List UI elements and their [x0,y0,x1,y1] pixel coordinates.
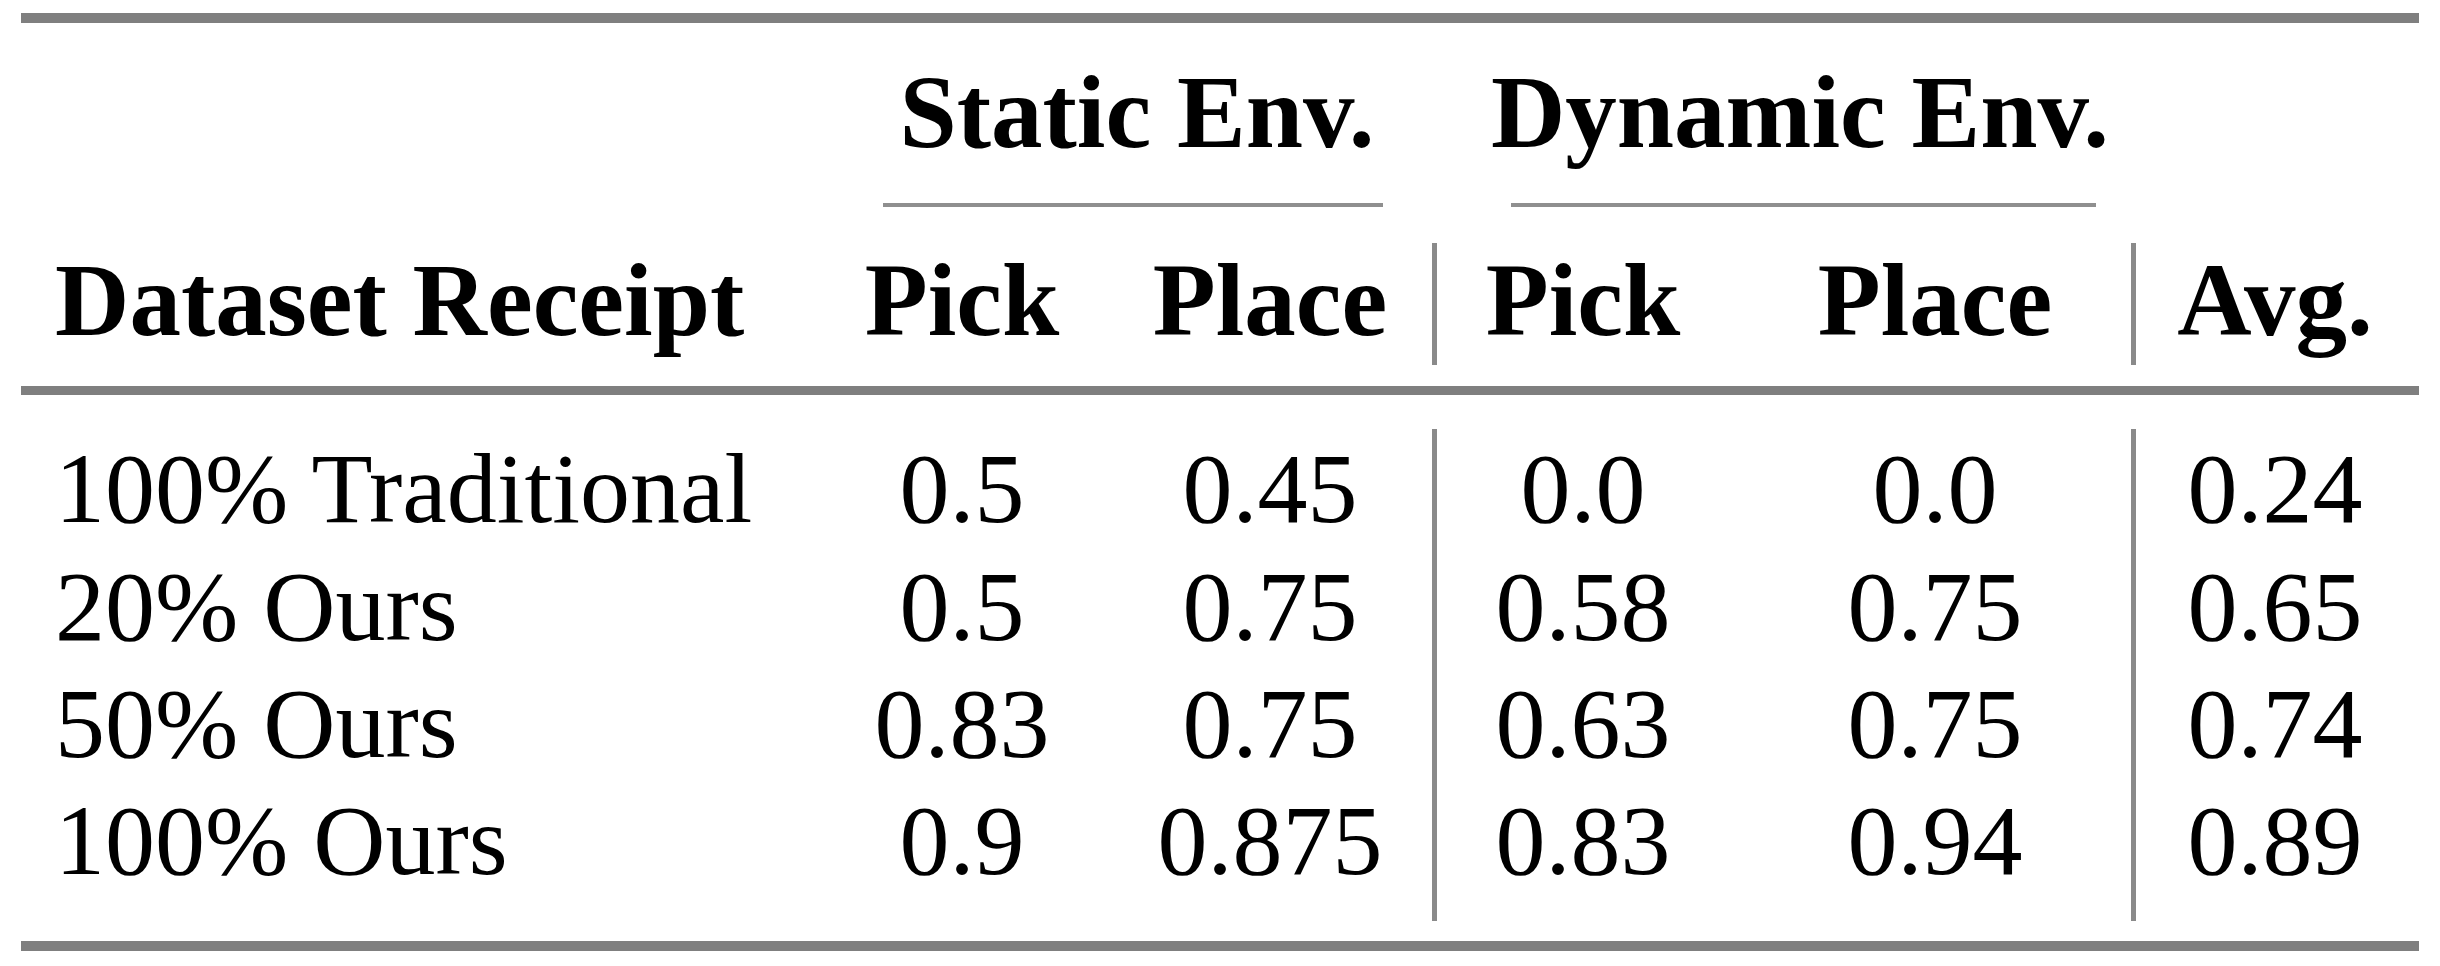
row-label-20pct-ours: 20% Ours [55,549,458,664]
cell-static-pick: 0.5 [900,549,1025,664]
cell-static-place: 0.75 [1183,549,1358,664]
static-env-cmidrule [883,203,1383,207]
results-table: Static Env. Dynamic Env. Dataset Receipt… [0,0,2440,966]
cell-avg: 0.65 [2188,549,2363,664]
bottom-rule [21,941,2419,951]
row-label-100pct-traditional: 100% Traditional [55,431,752,546]
cell-dynamic-place: 0.75 [1848,666,2023,781]
col-group-static-env: Static Env. [899,53,1374,171]
header-dynamic-place: Place [1818,241,2052,359]
header-static-pick: Pick [865,241,1060,359]
cell-dynamic-pick: 0.58 [1496,549,1671,664]
cell-dynamic-pick: 0.83 [1496,783,1671,898]
cell-static-place: 0.45 [1183,431,1358,546]
divider-static-dynamic-body [1432,429,1437,921]
header-body-divider-rule [21,386,2419,395]
cell-dynamic-place: 0.75 [1848,549,2023,664]
top-rule [21,13,2419,23]
row-label-50pct-ours: 50% Ours [55,666,458,781]
cell-avg: 0.89 [2188,783,2363,898]
cell-dynamic-pick: 0.63 [1496,666,1671,781]
cell-static-pick: 0.5 [900,431,1025,546]
divider-dynamic-avg-header [2131,243,2136,365]
col-group-dynamic-env: Dynamic Env. [1491,53,2109,171]
cell-static-place: 0.875 [1158,783,1383,898]
cell-avg: 0.74 [2188,666,2363,781]
cell-dynamic-place: 0.0 [1873,431,1998,546]
divider-dynamic-avg-body [2131,429,2136,921]
cell-static-pick: 0.9 [900,783,1025,898]
header-avg: Avg. [2177,241,2373,359]
cell-avg: 0.24 [2188,431,2363,546]
cell-dynamic-place: 0.94 [1848,783,2023,898]
header-static-place: Place [1153,241,1387,359]
dynamic-env-cmidrule [1511,203,2096,207]
cell-static-pick: 0.83 [875,666,1050,781]
cell-static-place: 0.75 [1183,666,1358,781]
header-dynamic-pick: Pick [1486,241,1681,359]
cell-dynamic-pick: 0.0 [1521,431,1646,546]
header-dataset-receipt: Dataset Receipt [55,241,744,359]
row-label-100pct-ours: 100% Ours [55,783,508,898]
divider-static-dynamic-header [1432,243,1437,365]
